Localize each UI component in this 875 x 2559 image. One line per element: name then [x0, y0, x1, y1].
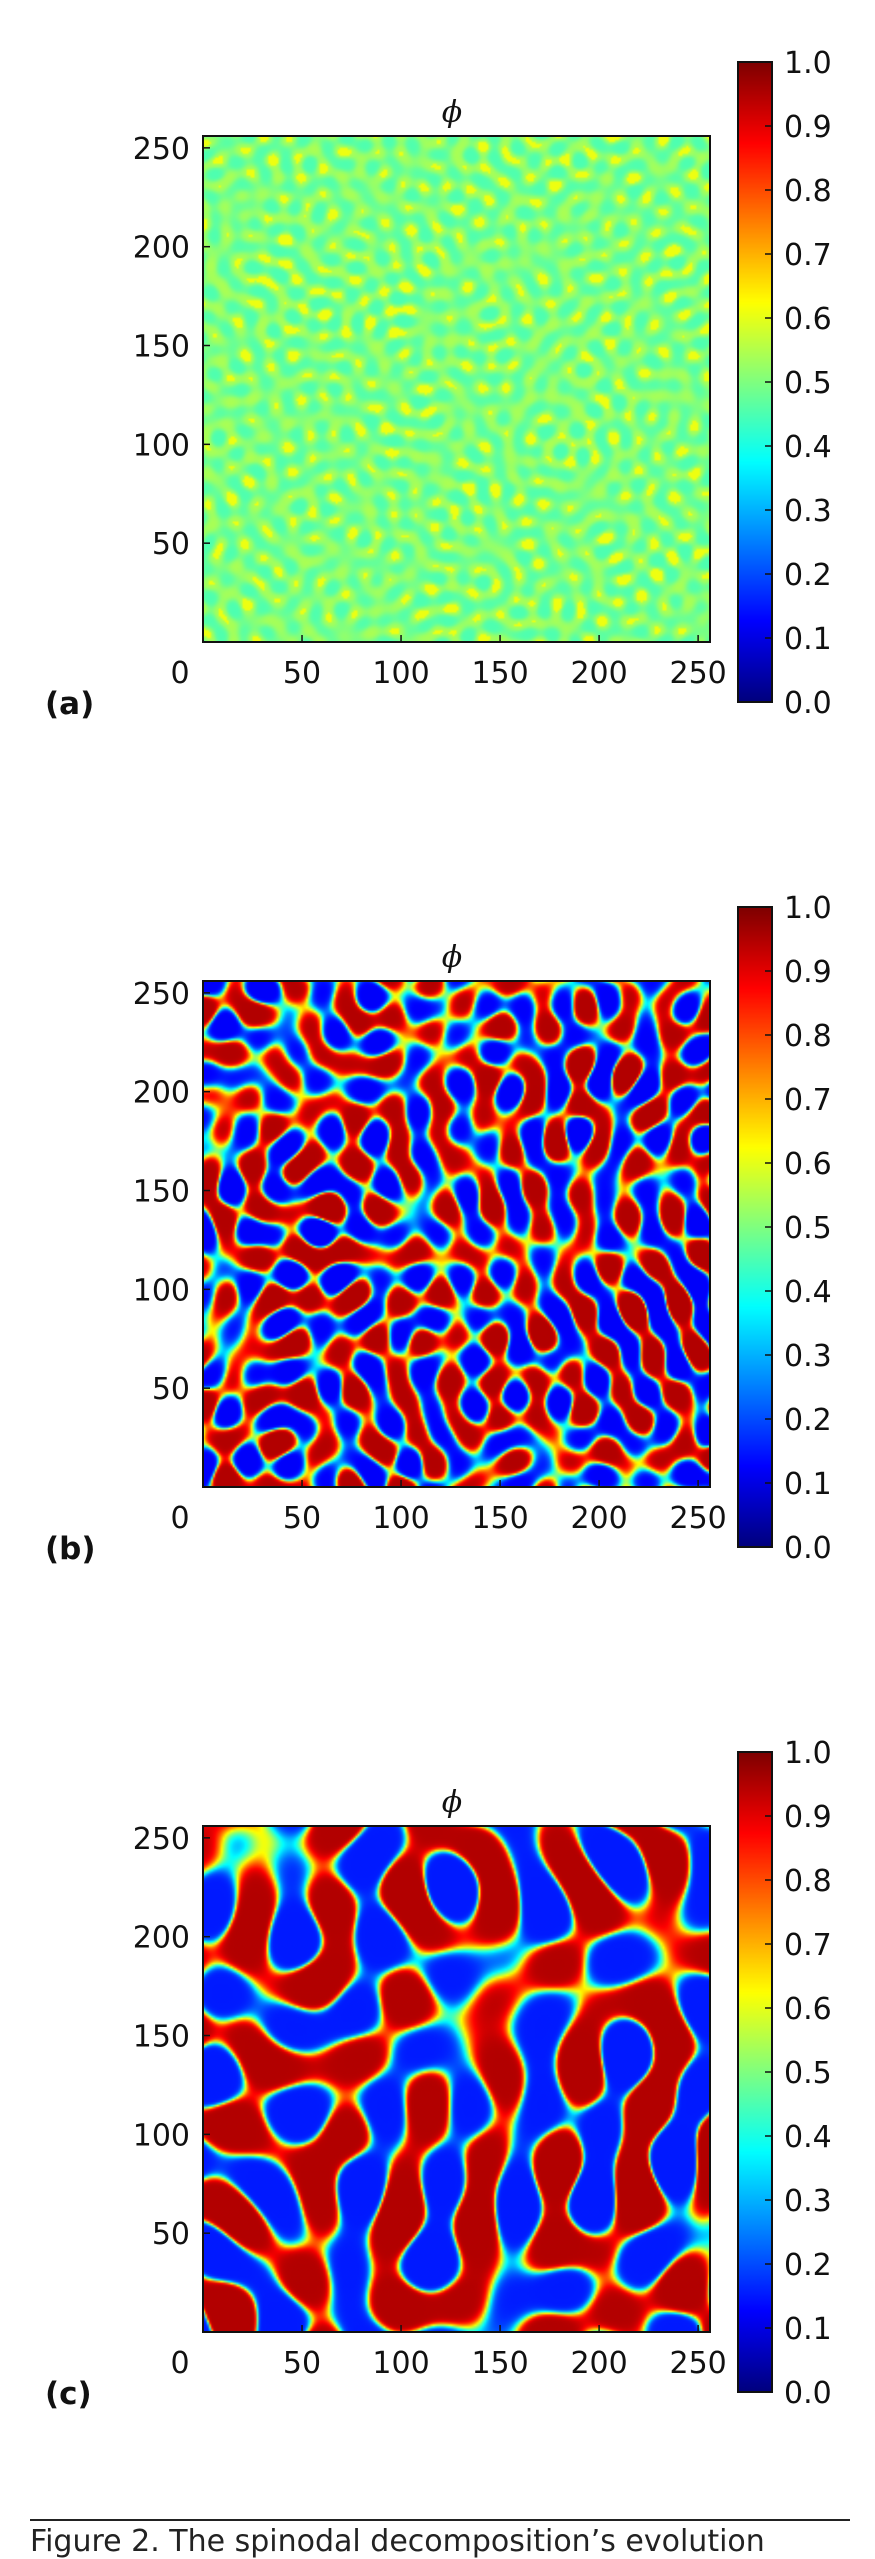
colorbar-tick-label-c: 0.6	[784, 1992, 832, 2027]
x-tick-label-b: 250	[669, 1501, 726, 1536]
y-tick-label-c: 100	[133, 2118, 190, 2153]
colorbar-tick-label-c: 0.9	[784, 1800, 832, 1835]
x-tick-label-b: 0	[170, 1501, 189, 1536]
y-tick-label-a: 200	[133, 231, 190, 266]
x-tick-label-a: 0	[170, 656, 189, 691]
colorbar-tick-label-b: 0.8	[784, 1019, 832, 1054]
y-tick-label-c: 250	[133, 1822, 190, 1857]
colorbar-tick-label-a: 0.2	[784, 558, 832, 593]
colorbar-tick-label-b: 0.0	[784, 1531, 832, 1566]
y-tick-label-a: 150	[133, 330, 190, 365]
x-tick-label-c: 150	[471, 2346, 528, 2381]
x-tick-label-b: 50	[283, 1501, 321, 1536]
colorbar-tick-label-c: 0.1	[784, 2312, 832, 2347]
x-tick-label-a: 150	[471, 656, 528, 691]
plot-frame-b	[202, 980, 711, 1488]
y-tick-label-a: 100	[133, 428, 190, 463]
colorbar-tick-label-c: 0.0	[784, 2376, 832, 2411]
colorbar-tick-label-a: 0.9	[784, 110, 832, 145]
colorbar-tick-label-a: 0.5	[784, 366, 832, 401]
caption-rule	[30, 2519, 850, 2521]
colorbar-tick-label-c: 0.2	[784, 2248, 832, 2283]
chart-a-title: ϕ	[442, 95, 462, 130]
figure-caption: Figure 2. The spinodal decomposition’s e…	[30, 2524, 765, 2559]
colorbar-tick-label-b: 0.7	[784, 1083, 832, 1118]
colorbar-tick-label-c: 0.8	[784, 1864, 832, 1899]
colorbar-tick-label-c: 0.3	[784, 2184, 832, 2219]
colorbar-tick-label-b: 0.1	[784, 1467, 832, 1502]
colorbar-tick-label-b: 1.0	[784, 891, 832, 926]
chart-a-svg: ϕ 50 100 150 200 250 0 50 100 150 200 250 0.0 0.1 0…	[45, 46, 832, 722]
panel-a: ϕ 50 100 150 200 250 0 50 100 150 200 250 0.0 0.1 0…	[0, 0, 875, 722]
y-tick-label-c: 150	[133, 2020, 190, 2055]
colorbar-tick-label-a: 0.4	[784, 430, 832, 465]
chart-b-title: ϕ	[442, 940, 462, 975]
colorbar-tick-label-a: 0.3	[784, 494, 832, 529]
colorbar-tick-label-b: 0.5	[784, 1211, 832, 1246]
colorbar-tick-label-c: 1.0	[784, 1736, 832, 1771]
colorbar-tick-label-b: 0.9	[784, 955, 832, 990]
y-tick-label-a: 50	[152, 527, 190, 562]
panel-c: ϕ 50 100 150 200 250 0 50 100 150 200 250 0.0 0.1 0…	[0, 1690, 875, 2412]
plot-frame-a	[202, 135, 711, 643]
colorbar-tick-label-a: 0.7	[784, 238, 832, 273]
panel-label-a: (a)	[45, 686, 94, 722]
x-tick-label-c: 250	[669, 2346, 726, 2381]
x-tick-label-c: 100	[372, 2346, 429, 2381]
chart-c-title: ϕ	[442, 1785, 462, 1820]
x-tick-label-a: 50	[283, 656, 321, 691]
panel-label-c: (c)	[45, 2376, 92, 2412]
y-tick-label-b: 50	[152, 1372, 190, 1407]
colorbar-tick-label-c: 0.7	[784, 1928, 832, 1963]
chart-b-svg: ϕ 50 100 150 200 250 0 50 100 150 200 250 0.0 0.1 0…	[45, 891, 832, 1567]
colorbar-tick-label-c: 0.5	[784, 2056, 832, 2091]
colorbar-tick-label-c: 0.4	[784, 2120, 832, 2155]
x-tick-label-a: 100	[372, 656, 429, 691]
chart-c-svg: ϕ 50 100 150 200 250 0 50 100 150 200 250 0.0 0.1 0…	[45, 1736, 832, 2412]
heatmap-field-a	[203, 136, 710, 642]
colorbar-tick-label-a: 0.6	[784, 302, 832, 337]
colorbar-tick-label-b: 0.6	[784, 1147, 832, 1182]
x-tick-label-b: 100	[372, 1501, 429, 1536]
plot-frame-c	[202, 1825, 711, 2333]
x-tick-label-b: 200	[570, 1501, 627, 1536]
y-tick-label-a: 250	[133, 132, 190, 167]
y-tick-label-b: 150	[133, 1175, 190, 1210]
colorbar-tick-label-a: 1.0	[784, 46, 832, 81]
x-tick-label-b: 150	[471, 1501, 528, 1536]
heatmap-field-b	[203, 981, 710, 1487]
colorbar-tick-label-a: 0.8	[784, 174, 832, 209]
colorbar-tick-label-b: 0.2	[784, 1403, 832, 1438]
x-tick-label-c: 50	[283, 2346, 321, 2381]
heatmap-field-c	[203, 1826, 710, 2332]
y-tick-label-c: 50	[152, 2217, 190, 2252]
panel-label-b: (b)	[45, 1531, 96, 1567]
x-tick-label-c: 200	[570, 2346, 627, 2381]
colorbar-tick-label-a: 0.0	[784, 686, 832, 721]
y-tick-label-b: 200	[133, 1076, 190, 1111]
x-tick-label-a: 200	[570, 656, 627, 691]
x-tick-label-c: 0	[170, 2346, 189, 2381]
y-tick-label-c: 200	[133, 1921, 190, 1956]
colorbar-tick-label-b: 0.4	[784, 1275, 832, 1310]
colorbar-tick-label-a: 0.1	[784, 622, 832, 657]
x-tick-label-a: 250	[669, 656, 726, 691]
y-tick-label-b: 250	[133, 977, 190, 1012]
panel-b: ϕ 50 100 150 200 250 0 50 100 150 200 250 0.0 0.1 0…	[0, 845, 875, 1567]
colorbar-tick-label-b: 0.3	[784, 1339, 832, 1374]
y-tick-label-b: 100	[133, 1273, 190, 1308]
